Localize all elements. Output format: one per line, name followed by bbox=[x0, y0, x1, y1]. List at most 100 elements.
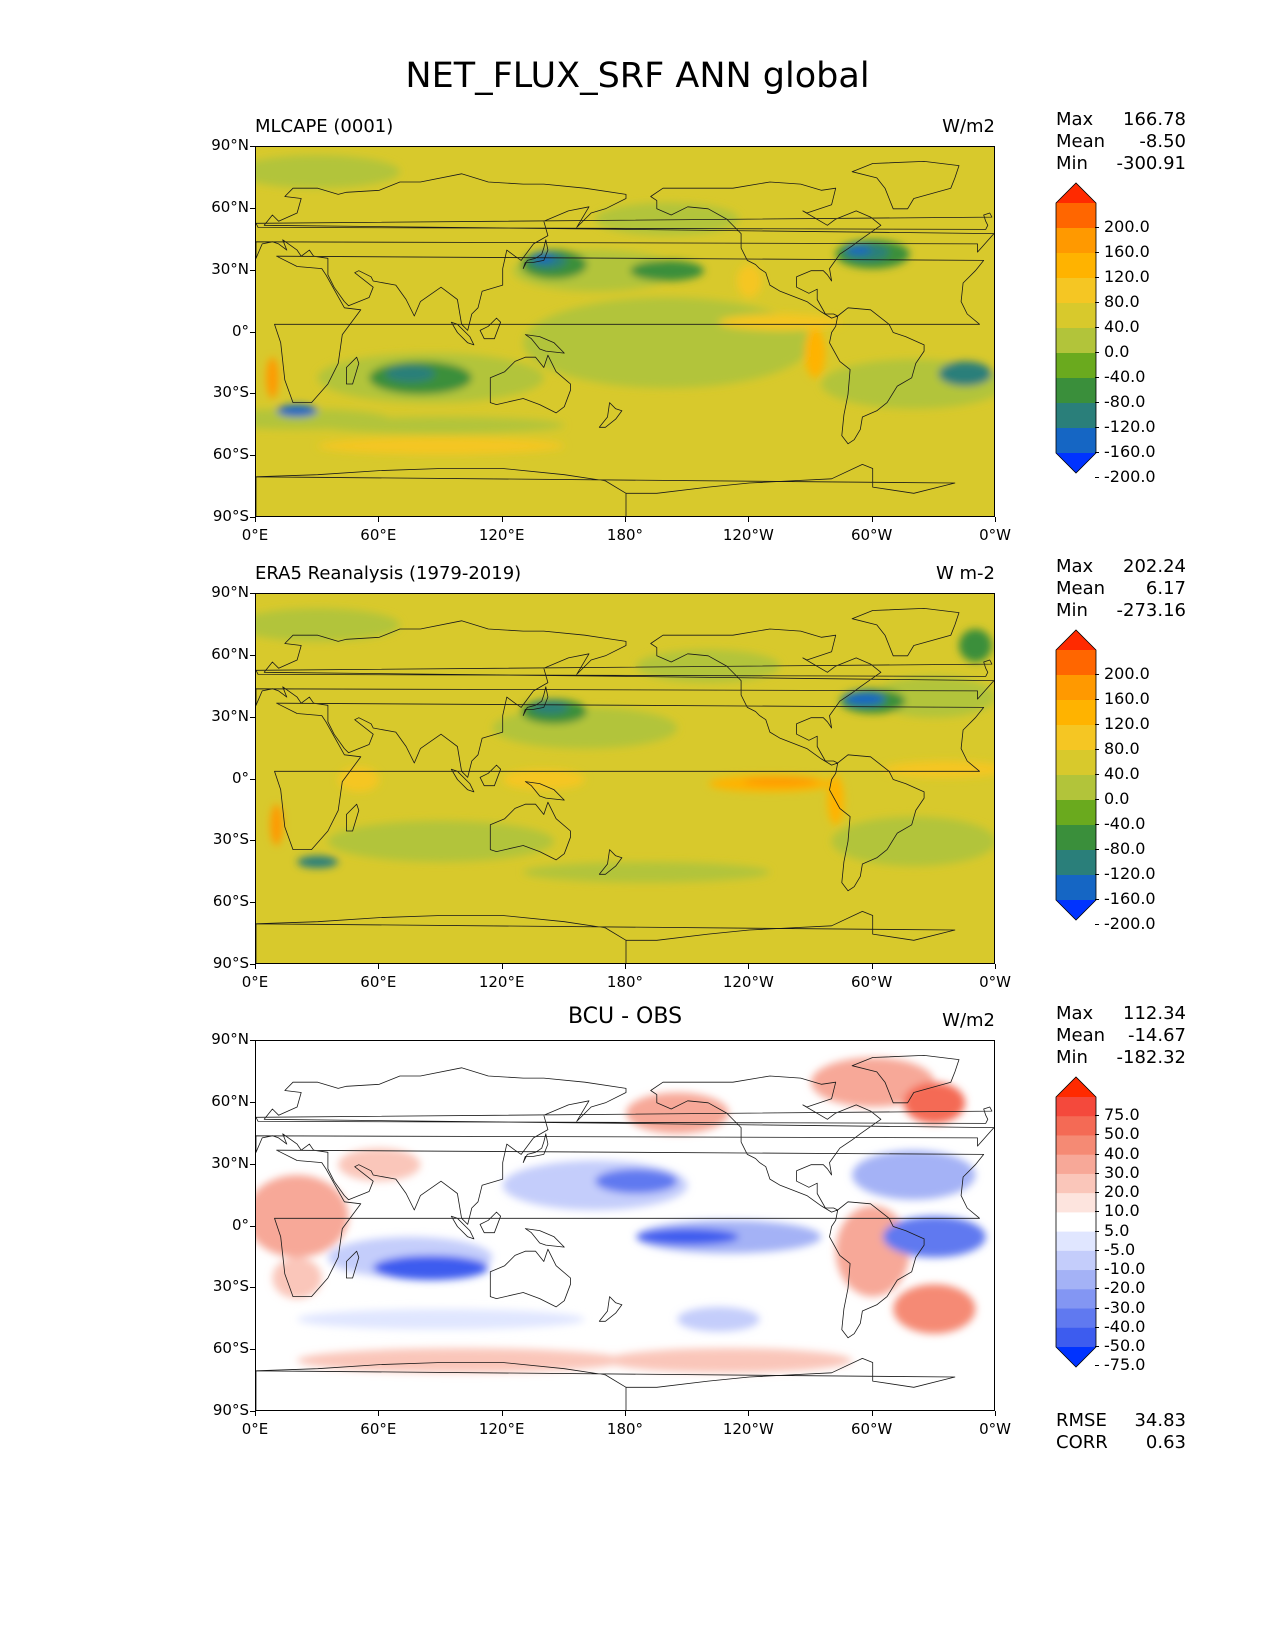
field-anomaly bbox=[297, 1308, 585, 1330]
lon-tick-mark bbox=[255, 517, 256, 522]
lat-tick-label: 90°S bbox=[212, 507, 249, 525]
colorbar-tick-label: 40.0 bbox=[1104, 1143, 1140, 1163]
stats-box: Max 166.78 Mean -8.50 Min -300.91 bbox=[1056, 109, 1186, 175]
colorbar-tick-label: 120.0 bbox=[1104, 714, 1150, 733]
map-area bbox=[255, 1040, 995, 1411]
colorbar-segment bbox=[1056, 850, 1096, 876]
stat-min-value: -300.91 bbox=[1116, 153, 1186, 174]
colorbar-tick-mark bbox=[1095, 699, 1099, 700]
coastlines bbox=[256, 608, 994, 963]
colorbar-tick-label: 10.0 bbox=[1104, 1201, 1140, 1221]
colorbar-tick-mark bbox=[1095, 849, 1099, 850]
lat-tick-mark bbox=[250, 207, 255, 209]
colorbar-canvas bbox=[1055, 182, 1097, 474]
stat-mean-label: Mean bbox=[1056, 1025, 1106, 1046]
colorbar-segment bbox=[1056, 1193, 1096, 1213]
lon-tick-label: 60°E bbox=[360, 526, 397, 544]
colorbar-tick-label: -30.0 bbox=[1104, 1297, 1146, 1317]
lat-tick-label: 0° bbox=[231, 768, 249, 787]
lat-tick-label: 0° bbox=[231, 321, 249, 340]
colorbar-segment bbox=[1056, 1173, 1096, 1194]
colorbar-tick-label: 160.0 bbox=[1104, 689, 1150, 708]
colorbar-tick-mark bbox=[1095, 1192, 1099, 1194]
colorbar-tick-mark bbox=[1095, 824, 1099, 825]
colorbar-tick-label: -200.0 bbox=[1104, 914, 1156, 933]
field-anomaly bbox=[256, 155, 400, 189]
lat-tick-mark bbox=[250, 1411, 255, 1412]
lat-tick-mark bbox=[250, 517, 255, 518]
colorbar-tick-mark bbox=[1095, 402, 1099, 403]
colorbar-tick-label: -20.0 bbox=[1104, 1278, 1146, 1298]
field-anomaly bbox=[959, 629, 992, 663]
colorbar-tick-mark bbox=[1095, 924, 1099, 925]
colorbar-tick-mark bbox=[1095, 749, 1099, 750]
field-anomaly bbox=[297, 855, 339, 869]
lon-tick-mark bbox=[748, 517, 750, 522]
field-anomaly bbox=[843, 692, 885, 706]
colorbar-segment bbox=[1056, 1231, 1096, 1252]
colorbar-canvas bbox=[1055, 1076, 1097, 1368]
colorbar-extend-min bbox=[1056, 1347, 1096, 1367]
colorbar-segment bbox=[1056, 1250, 1096, 1271]
colorbar-segment bbox=[1056, 775, 1096, 801]
figure-title: NET_FLUX_SRF ANN global bbox=[405, 56, 870, 96]
lon-tick-mark bbox=[625, 964, 626, 969]
corr-value: 0.63 bbox=[1145, 1432, 1186, 1453]
colorbar-tick-label: 200.0 bbox=[1104, 664, 1150, 683]
lat-tick-label: 60°S bbox=[212, 445, 249, 464]
field-anomaly bbox=[804, 328, 826, 378]
colorbar-tick-label: -10.0 bbox=[1104, 1259, 1146, 1279]
colorbar-segment bbox=[1056, 825, 1096, 851]
colorbar-tick-label: -160.0 bbox=[1104, 889, 1156, 908]
colorbar-tick-mark bbox=[1095, 1326, 1099, 1328]
colorbar-segment bbox=[1056, 875, 1096, 901]
field-anomaly bbox=[256, 608, 400, 642]
colorbar-tick-label: 50.0 bbox=[1104, 1124, 1140, 1144]
colorbar-segment bbox=[1056, 228, 1096, 254]
stat-max-value: 202.24 bbox=[1123, 556, 1186, 577]
lat-tick-mark bbox=[250, 593, 255, 594]
field-anomaly bbox=[385, 365, 435, 382]
colorbar-tick-mark bbox=[1095, 1115, 1099, 1117]
field-anomaly bbox=[523, 861, 770, 883]
colorbar bbox=[1055, 629, 1097, 925]
lat-tick-label: 60°N bbox=[211, 197, 249, 216]
lon-tick-mark bbox=[748, 964, 750, 969]
colorbar-segment bbox=[1056, 750, 1096, 776]
field-anomaly bbox=[272, 1257, 322, 1299]
lat-tick-label: 30°N bbox=[211, 259, 249, 278]
lon-tick-mark bbox=[871, 517, 873, 522]
colorbar-extend-min bbox=[1056, 453, 1096, 473]
stat-max-label: Max bbox=[1056, 1003, 1094, 1024]
lon-tick-mark bbox=[378, 1411, 380, 1416]
field-anomaly bbox=[737, 264, 762, 298]
field-anomaly bbox=[327, 820, 555, 862]
colorbar-tick-mark bbox=[1095, 327, 1099, 328]
lon-tick-label: 0°E bbox=[241, 1420, 269, 1438]
colorbar-tick-mark bbox=[1095, 724, 1099, 725]
colorbar-tick-mark bbox=[1095, 302, 1099, 303]
lon-tick-label: 0°E bbox=[241, 973, 269, 991]
lon-tick-label: 120°E bbox=[478, 1420, 525, 1438]
colorbar-segment bbox=[1056, 328, 1096, 354]
lat-tick-mark bbox=[250, 1101, 255, 1103]
stat-min-value: -273.16 bbox=[1116, 600, 1186, 621]
lon-tick-label: 120°W bbox=[722, 973, 774, 991]
lon-tick-label: 180° bbox=[606, 526, 644, 544]
map-canvas bbox=[256, 594, 994, 963]
lon-tick-mark bbox=[871, 964, 873, 969]
lon-tick-label: 180° bbox=[606, 1420, 644, 1438]
colorbar-segment bbox=[1056, 403, 1096, 429]
lat-tick-label: 60°S bbox=[212, 1339, 249, 1358]
stat-max-label: Max bbox=[1056, 109, 1094, 130]
field-anomaly bbox=[852, 1150, 976, 1200]
colorbar-tick-label: -160.0 bbox=[1104, 442, 1156, 461]
colorbar-tick-label: -80.0 bbox=[1104, 839, 1146, 858]
lat-tick-label: 90°S bbox=[212, 954, 249, 972]
field-anomaly bbox=[531, 701, 569, 714]
map-area bbox=[255, 593, 995, 964]
field-anomaly bbox=[523, 297, 811, 389]
colorbar-tick-mark bbox=[1095, 1269, 1099, 1271]
colorbar-extend-max bbox=[1056, 630, 1096, 650]
lon-tick-label: 120°W bbox=[722, 1420, 774, 1438]
